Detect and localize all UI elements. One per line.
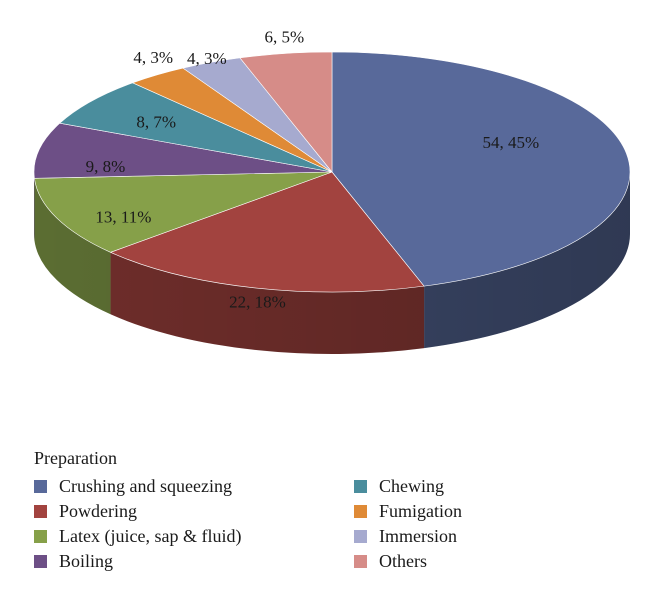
pie-slice-crushing-and-squeezing <box>331 51 631 287</box>
legend-swatch-crushing-and-squeezing <box>34 479 47 493</box>
legend-swatch-chewing <box>354 479 367 493</box>
legend-title: Preparation <box>34 448 117 468</box>
legend-label-immersion: Immersion <box>379 525 457 546</box>
pie-slice-others <box>239 51 333 173</box>
pie-slice-chewing <box>59 82 333 173</box>
pie-slice-latex-juice-sap-fluid <box>34 171 333 253</box>
data-label-chewing: 8, 7% <box>136 113 176 132</box>
legend-label-latex-juice-sap-fluid: Latex (juice, sap & fluid) <box>59 525 242 546</box>
legend-item-powdering: Powdering <box>34 499 137 523</box>
slice-labels: 54, 45% 22, 18% 13, 11% 9, 8% 8, 7% 4, 3% 4, 3… <box>86 27 539 311</box>
legend-label-chewing: Chewing <box>379 475 444 496</box>
pie-slice-powdering <box>109 171 425 293</box>
legend-item-others: Others <box>354 549 427 573</box>
legend-swatch-boiling <box>34 554 47 568</box>
legend-swatch-latex-juice-sap-fluid <box>34 529 47 543</box>
legend-item-crushing-and-squeezing: Crushing and squeezing <box>34 474 232 498</box>
legend-item-fumigation: Fumigation <box>354 499 462 523</box>
data-label-boiling: 9, 8% <box>86 157 126 176</box>
legend-item-immersion: Immersion <box>354 524 457 548</box>
legend: Preparation Crushing and squeezing Powder… <box>34 448 634 578</box>
legend-swatch-others <box>354 554 367 568</box>
legend-item-latex-juice-sap-fluid: Latex (juice, sap & fluid) <box>34 524 241 548</box>
legend-label-fumigation: Fumigation <box>379 500 463 521</box>
legend-swatch-fumigation <box>354 504 367 518</box>
data-label-others: 6, 5% <box>264 27 304 46</box>
legend-label-powdering: Powdering <box>59 500 137 521</box>
legend-swatch-powdering <box>34 504 47 518</box>
legend-swatch-immersion <box>354 529 367 543</box>
pie-sides <box>34 172 630 354</box>
pie-rim-shading <box>34 172 630 354</box>
data-label-latex-juice-sap-fluid: 13, 11% <box>95 207 151 226</box>
legend-label-crushing-and-squeezing: Crushing and squeezing <box>59 475 232 496</box>
pie-slice-boiling <box>33 122 333 179</box>
data-label-fumigation: 4, 3% <box>133 48 173 67</box>
data-label-powdering: 22, 18% <box>229 293 286 312</box>
data-label-crushing-and-squeezing: 54, 45% <box>482 133 539 152</box>
pie-chart: 54, 45% 22, 18% 13, 11% 9, 8% 8, 7% 4, 3% 4, 3… <box>33 27 631 354</box>
legend-item-chewing: Chewing <box>354 474 444 498</box>
legend-label-boiling: Boiling <box>59 550 114 571</box>
legend-item-boiling: Boiling <box>34 549 113 573</box>
legend-label-others: Others <box>379 550 427 571</box>
pie-slices <box>33 51 631 293</box>
data-label-immersion: 4, 3% <box>187 49 227 68</box>
